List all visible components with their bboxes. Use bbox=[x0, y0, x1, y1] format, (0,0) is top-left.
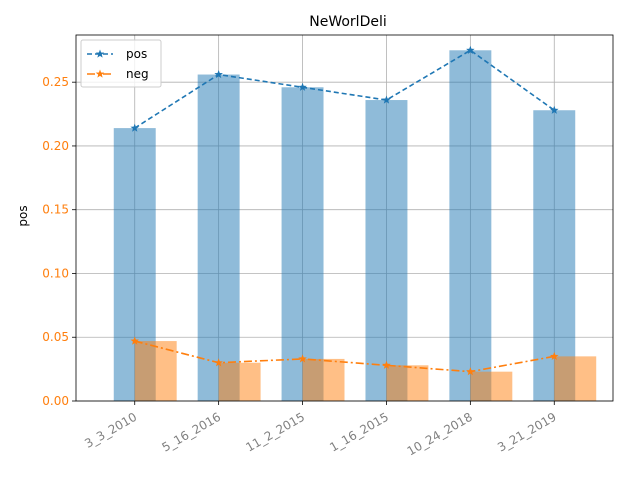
bar-pos bbox=[449, 50, 492, 402]
bar-neg bbox=[554, 356, 597, 401]
point-neg bbox=[298, 354, 307, 363]
point-pos bbox=[298, 82, 307, 91]
point-neg bbox=[382, 360, 391, 369]
point-neg bbox=[130, 336, 140, 345]
series-lines bbox=[130, 45, 559, 376]
point-neg bbox=[466, 367, 475, 376]
bar-neg bbox=[218, 362, 261, 401]
line-neg bbox=[134, 340, 555, 373]
y-tick-label: 0.10 bbox=[42, 266, 69, 280]
x-tick-label: 3_21_2019 bbox=[495, 410, 559, 455]
y-tick-label: 0.00 bbox=[42, 394, 69, 408]
legend-label-neg: neg bbox=[126, 67, 149, 81]
point-pos bbox=[214, 70, 223, 79]
y-tick-label: 0.05 bbox=[42, 330, 69, 344]
point-neg bbox=[549, 351, 559, 361]
bar-pos bbox=[281, 87, 324, 402]
chart-title: NeWorlDeli bbox=[309, 14, 387, 30]
point-neg bbox=[214, 358, 223, 367]
legend-marker-pos bbox=[95, 49, 105, 58]
y-tick-label: 0.15 bbox=[42, 203, 69, 217]
point-pos bbox=[130, 123, 140, 132]
legend: pos neg bbox=[80, 39, 162, 88]
bars bbox=[113, 50, 597, 402]
legend-marker-neg bbox=[95, 69, 105, 78]
x-tick-label: 3_3_2010 bbox=[82, 410, 139, 451]
bar-pos bbox=[197, 74, 240, 401]
bar-neg bbox=[134, 341, 177, 401]
y-axis-label: pos bbox=[16, 205, 30, 226]
bar-neg bbox=[386, 365, 429, 401]
axes bbox=[72, 34, 614, 405]
y-tick-label: 0.25 bbox=[42, 75, 69, 89]
x-tick-label: 10_24_2018 bbox=[405, 410, 475, 459]
bar-neg bbox=[470, 371, 513, 401]
bar-pos bbox=[365, 100, 408, 401]
bar-neg bbox=[302, 358, 345, 401]
point-pos bbox=[549, 105, 559, 114]
point-pos bbox=[466, 45, 475, 54]
plot-frame bbox=[75, 34, 614, 402]
line-pos bbox=[134, 49, 555, 129]
legend-box bbox=[80, 39, 162, 88]
legend-label-pos: pos bbox=[126, 47, 147, 61]
x-tick-label: 11_2_2015 bbox=[243, 410, 307, 455]
x-tick-label: 5_16_2016 bbox=[159, 410, 223, 455]
x-tick-label: 1_16_2015 bbox=[327, 410, 391, 455]
y-tick-label: 0.20 bbox=[42, 139, 69, 153]
point-pos bbox=[382, 95, 391, 104]
